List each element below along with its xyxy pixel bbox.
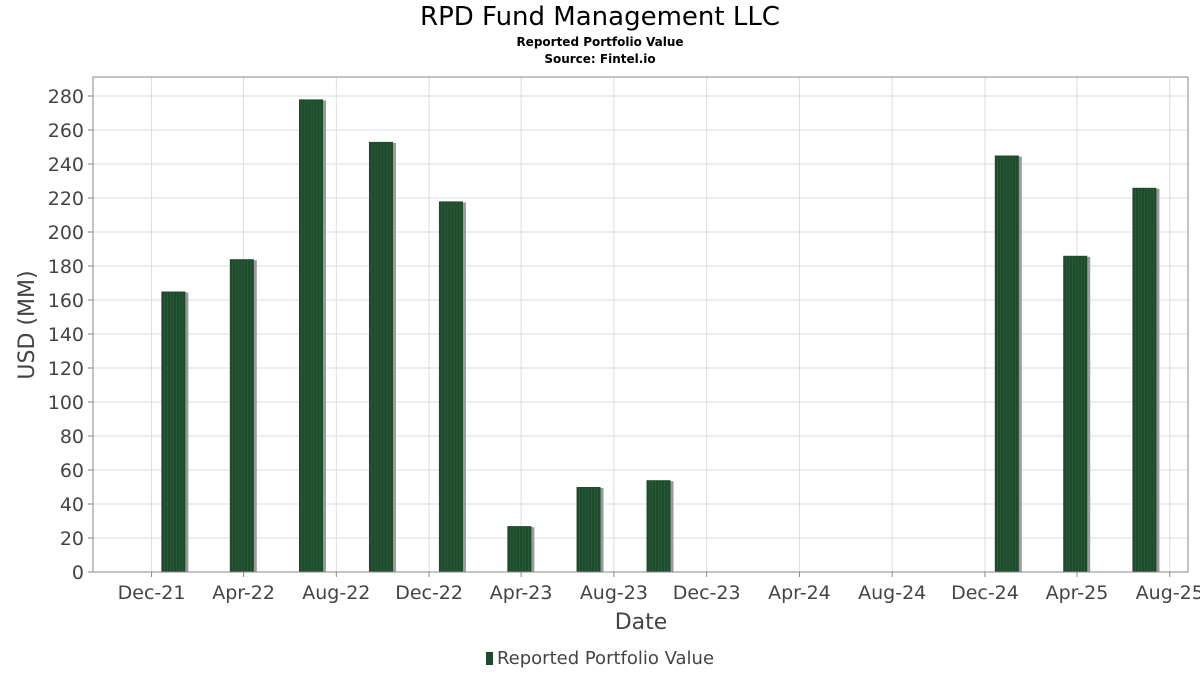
- y-tick-label: 60: [60, 460, 84, 482]
- y-axis-label: USD (MM): [15, 270, 40, 379]
- chart-title: RPD Fund Management LLC: [420, 2, 780, 32]
- x-tick-label: Aug-24: [858, 582, 926, 604]
- chart-source: Source: Fintel.io: [544, 52, 656, 66]
- x-tick-label: Apr-22: [212, 582, 275, 604]
- x-tick-label: Aug-22: [302, 582, 370, 604]
- y-tick-label: 140: [48, 324, 84, 346]
- y-tick-label: 200: [48, 222, 84, 244]
- chart-subtitle: Reported Portfolio Value: [516, 35, 684, 49]
- x-tick-label: Apr-24: [768, 582, 831, 604]
- y-tick-label: 0: [72, 562, 84, 584]
- plot-area: [92, 76, 1189, 573]
- y-tick-label: 220: [48, 188, 84, 210]
- x-tick-label: Apr-25: [1046, 582, 1109, 604]
- bars: [161, 99, 1160, 573]
- x-axis-label: Date: [615, 610, 668, 635]
- y-tick-label: 180: [48, 256, 84, 278]
- x-tick-label: Apr-23: [490, 582, 553, 604]
- y-tick-label: 240: [48, 154, 84, 176]
- legend-swatch: [485, 652, 493, 665]
- y-tick-label: 20: [60, 528, 84, 550]
- y-tick-label: 160: [48, 290, 84, 312]
- grid-lines: [93, 77, 1188, 573]
- y-axis: 0 20 40 60 80 100 120 140 160 180 200 220 240 260 280: [48, 86, 93, 584]
- x-axis: Dec-21 Apr-22 Aug-22 Dec-22 Apr-23 Aug-23 Dec-…: [93, 571, 1200, 604]
- x-tick-label: Dec-24: [951, 582, 1019, 604]
- y-tick-label: 80: [60, 426, 84, 448]
- x-tick-label: Aug-23: [580, 582, 648, 604]
- x-tick-label: Dec-21: [118, 582, 186, 604]
- y-tick-label: 260: [48, 120, 84, 142]
- x-tick-label: Dec-22: [395, 582, 463, 604]
- x-tick-label: Dec-23: [673, 582, 741, 604]
- legend: Reported Portfolio Value: [0, 648, 1200, 669]
- y-tick-label: 280: [48, 86, 84, 108]
- y-tick-label: 100: [48, 392, 84, 414]
- x-tick-label: Aug-25: [1136, 582, 1200, 604]
- y-tick-label: 120: [48, 358, 84, 380]
- y-tick-label: 40: [60, 494, 84, 516]
- legend-label: Reported Portfolio Value: [496, 648, 715, 669]
